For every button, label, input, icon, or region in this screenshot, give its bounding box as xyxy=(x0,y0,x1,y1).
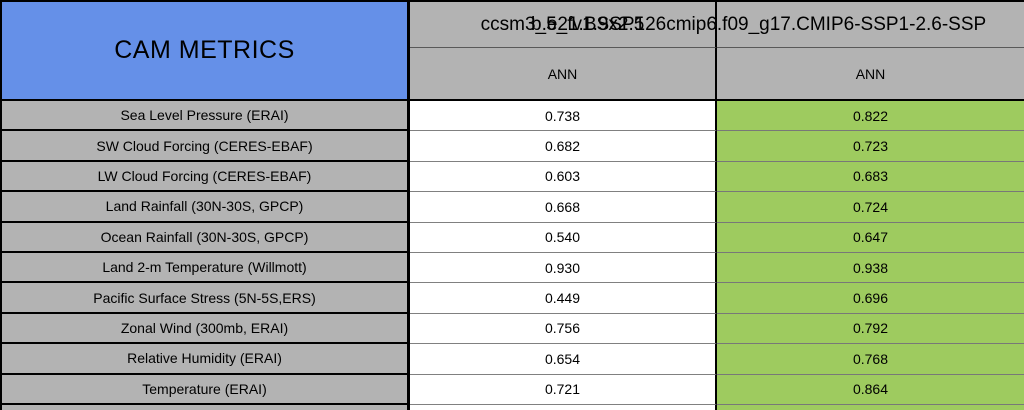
table-row: Zonal Wind (300mb, ERAI) 0.756 0.792 xyxy=(0,313,1024,345)
metric-value-test: 0.822 xyxy=(717,101,1024,132)
table-header: CAM METRICS ccsm3_5_fv1.9x2.5 b.e21.BSSP… xyxy=(0,0,1024,101)
metric-value-control: 0.682 xyxy=(410,131,717,162)
season-col-2: ANN xyxy=(717,48,1024,101)
metric-label: Land Rainfall (30N-30S, GPCP) xyxy=(0,192,410,223)
metric-label: Land 2-m Temperature (Willmott) xyxy=(0,252,410,284)
table-row: Ocean Rainfall (30N-30S, GPCP) 0.540 0.6… xyxy=(0,222,1024,253)
metric-value-control-clipped xyxy=(410,404,717,410)
metric-label: Pacific Surface Stress (5N-5S,ERS) xyxy=(0,283,410,314)
metric-value-control: 0.738 xyxy=(410,101,717,132)
table-row: Temperature (ERAI) 0.721 0.864 xyxy=(0,374,1024,405)
season-col-1: ANN xyxy=(410,48,717,101)
metric-label: SW Cloud Forcing (CERES-EBAF) xyxy=(0,131,410,162)
metric-value-test: 0.938 xyxy=(717,252,1024,284)
table-row: Relative Humidity (ERAI) 0.654 0.768 xyxy=(0,344,1024,375)
metric-value-control: 0.603 xyxy=(410,161,717,193)
table-row: SW Cloud Forcing (CERES-EBAF) 0.682 0.72… xyxy=(0,131,1024,162)
metric-label: Relative Humidity (ERAI) xyxy=(0,344,410,375)
table-row: Land 2-m Temperature (Willmott) 0.930 0.… xyxy=(0,252,1024,284)
metric-label: LW Cloud Forcing (CERES-EBAF) xyxy=(0,161,410,193)
metric-label-clipped xyxy=(0,404,410,410)
metric-value-test: 0.724 xyxy=(717,192,1024,223)
metric-value-control: 0.721 xyxy=(410,374,717,405)
metric-value-control: 0.654 xyxy=(410,344,717,375)
metric-value-test-clipped xyxy=(717,404,1024,410)
table-title: CAM METRICS xyxy=(0,0,410,101)
metric-label: Temperature (ERAI) xyxy=(0,374,410,405)
metric-value-test: 0.792 xyxy=(717,313,1024,345)
metric-value-test: 0.647 xyxy=(717,222,1024,253)
table-row: Pacific Surface Stress (5N-5S,ERS) 0.449… xyxy=(0,283,1024,314)
metric-label: Sea Level Pressure (ERAI) xyxy=(0,101,410,132)
metric-value-control: 0.668 xyxy=(410,192,717,223)
metric-value-control: 0.540 xyxy=(410,222,717,253)
metric-value-test: 0.696 xyxy=(717,283,1024,314)
metric-value-control: 0.756 xyxy=(410,313,717,345)
metric-value-control: 0.449 xyxy=(410,283,717,314)
model-name-col-2-label: b.e21.BSSP126cmip6.f09_g17.CMIP6-SSP1-2.… xyxy=(531,13,987,35)
table-row: Land Rainfall (30N-30S, GPCP) 0.668 0.72… xyxy=(0,192,1024,223)
metric-value-test: 0.723 xyxy=(717,131,1024,162)
metric-value-test: 0.864 xyxy=(717,374,1024,405)
model-name-col-1: ccsm3_5_fv1.9x2.5 xyxy=(410,0,717,48)
metric-label: Ocean Rainfall (30N-30S, GPCP) xyxy=(0,222,410,253)
table-body: Sea Level Pressure (ERAI) 0.738 0.822 SW… xyxy=(0,101,1024,410)
model-name-col-2: b.e21.BSSP126cmip6.f09_g17.CMIP6-SSP1-2.… xyxy=(531,0,1024,48)
metric-label: Zonal Wind (300mb, ERAI) xyxy=(0,313,410,345)
table-row: Sea Level Pressure (ERAI) 0.738 0.822 xyxy=(0,101,1024,132)
table-row: LW Cloud Forcing (CERES-EBAF) 0.603 0.68… xyxy=(0,161,1024,193)
metric-value-test: 0.683 xyxy=(717,161,1024,193)
table-row-clipped xyxy=(0,404,1024,410)
metric-value-control: 0.930 xyxy=(410,252,717,284)
metric-value-test: 0.768 xyxy=(717,344,1024,375)
